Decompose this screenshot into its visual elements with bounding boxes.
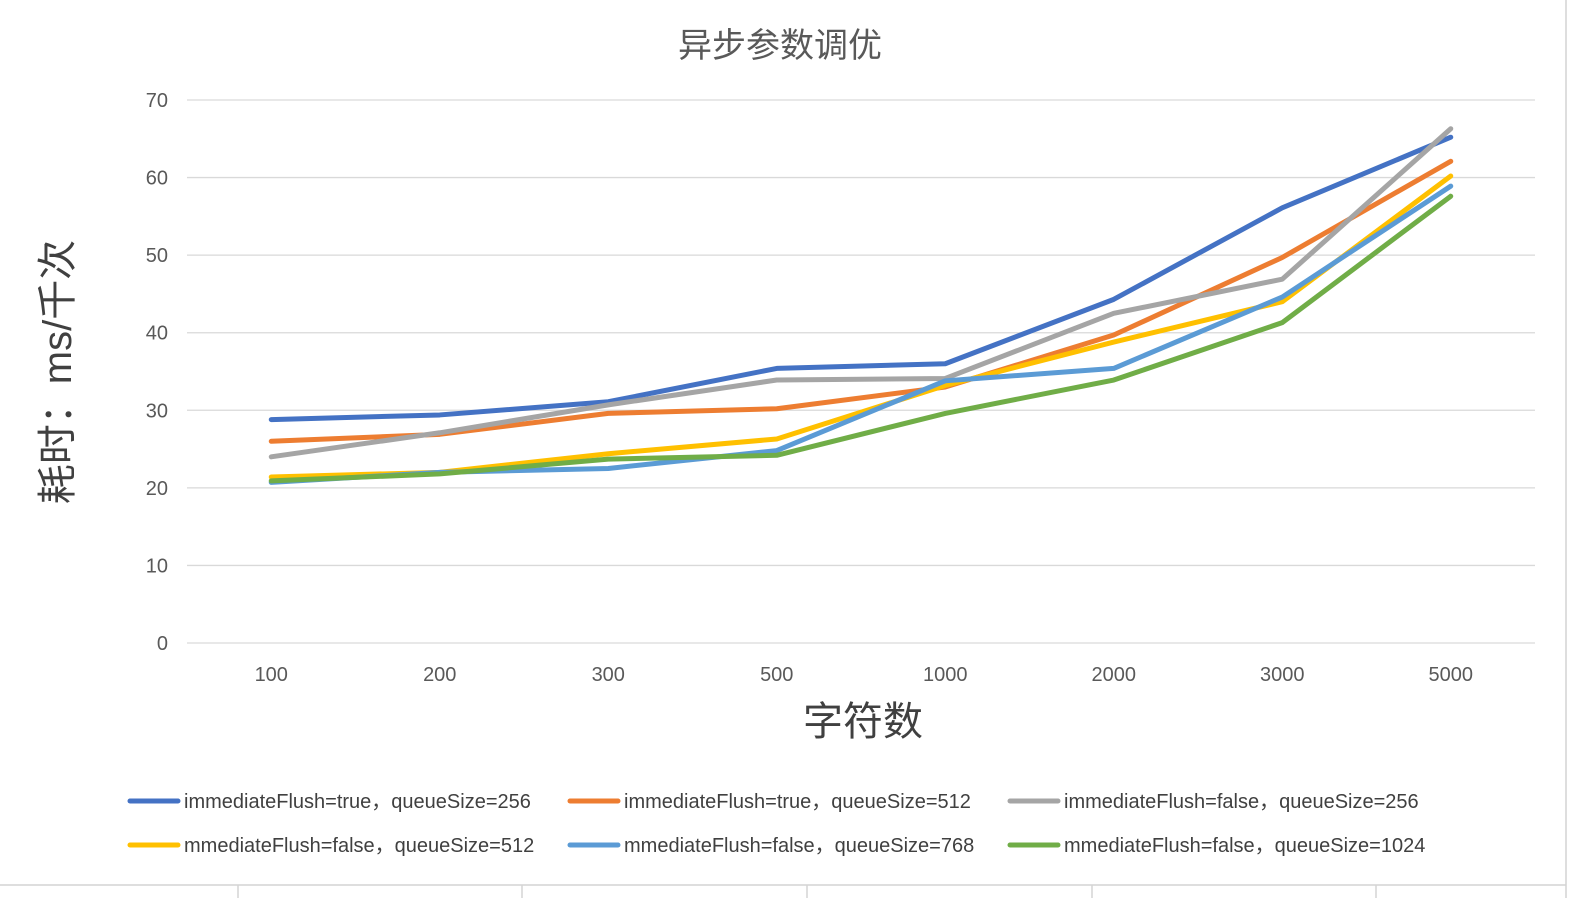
gridlines xyxy=(187,99,1535,644)
y-tick-label: 70 xyxy=(146,90,168,112)
y-tick-label: 10 xyxy=(146,555,168,577)
y-tick-label: 20 xyxy=(146,478,168,500)
series-line-3 xyxy=(268,126,1454,460)
series-line-6 xyxy=(268,193,1454,484)
x-tick-label: 500 xyxy=(760,664,793,686)
x-tick-label: 1000 xyxy=(923,664,968,686)
legend-item: mmediateFlush=false，queueSize=1024 xyxy=(1007,835,1425,857)
legend-item: immediateFlush=false，queueSize=256 xyxy=(1007,791,1419,813)
x-axis-ticks: 100 200 300 500 1000 2000 3000 5000 xyxy=(255,664,1473,686)
x-tick-label: 2000 xyxy=(1092,664,1137,686)
y-tick-label: 50 xyxy=(146,245,168,267)
legend-label: immediateFlush=true，queueSize=512 xyxy=(624,791,971,813)
series-line-2 xyxy=(268,158,1454,444)
legend-item: mmediateFlush=false，queueSize=768 xyxy=(567,835,974,857)
x-tick-label: 100 xyxy=(255,664,288,686)
y-axis-label: 耗时：ms/千次 xyxy=(36,240,80,504)
series-lines xyxy=(268,126,1454,485)
series-line-1 xyxy=(268,134,1454,423)
legend: immediateFlush=true，queueSize=256 immedi… xyxy=(127,791,1425,857)
y-tick-label: 30 xyxy=(146,400,168,422)
legend-label: immediateFlush=false，queueSize=256 xyxy=(1064,791,1419,813)
legend-label: immediateFlush=true，queueSize=256 xyxy=(184,791,531,813)
legend-item: immediateFlush=true，queueSize=512 xyxy=(567,791,971,813)
y-tick-label: 0 xyxy=(157,633,168,655)
chart-title: 异步参数调优 xyxy=(678,27,882,65)
legend-item: mmediateFlush=false，queueSize=512 xyxy=(127,835,534,857)
x-tick-label: 3000 xyxy=(1260,664,1305,686)
y-tick-label: 60 xyxy=(146,168,168,190)
legend-item: immediateFlush=true，queueSize=256 xyxy=(127,791,531,813)
y-axis-ticks: 0 10 20 30 40 50 60 70 xyxy=(146,90,168,655)
x-axis-label: 字符数 xyxy=(803,700,923,744)
legend-label: mmediateFlush=false，queueSize=768 xyxy=(624,835,974,857)
x-tick-label: 200 xyxy=(423,664,456,686)
x-tick-label: 5000 xyxy=(1429,664,1474,686)
series-line-5 xyxy=(268,183,1454,485)
legend-label: mmediateFlush=false，queueSize=1024 xyxy=(1064,835,1425,857)
legend-label: mmediateFlush=false，queueSize=512 xyxy=(184,835,534,857)
x-tick-label: 300 xyxy=(592,664,625,686)
y-tick-label: 40 xyxy=(146,323,168,345)
